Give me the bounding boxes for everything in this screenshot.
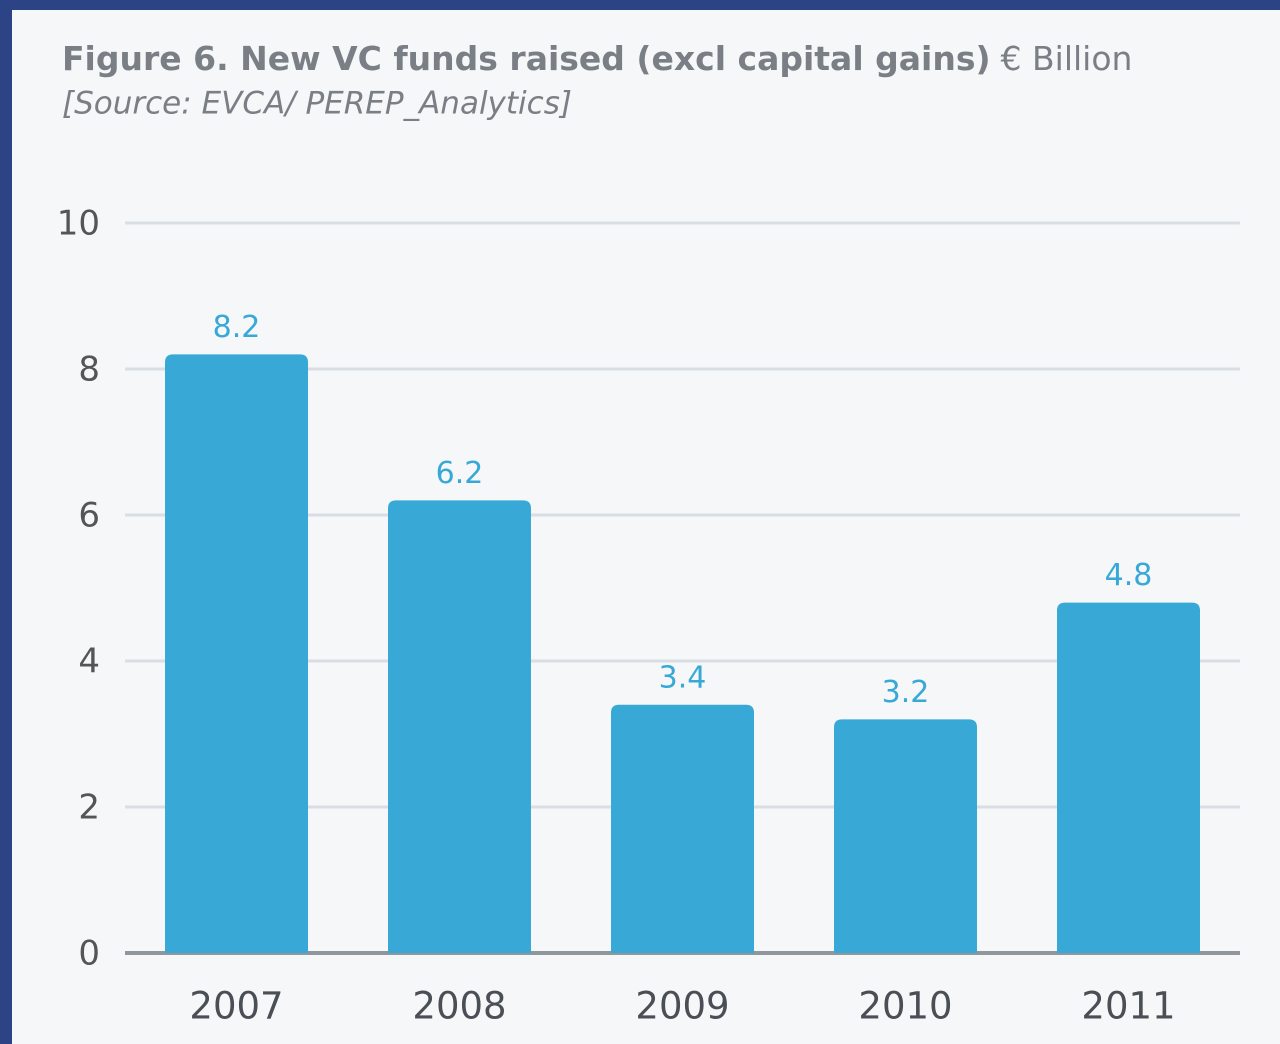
y-tick-label: 8: [78, 350, 100, 390]
x-tick-label: 2008: [412, 985, 506, 1028]
data-label: 6.2: [436, 456, 484, 491]
y-tick-label: 0: [78, 934, 100, 974]
x-tick-label: 2007: [189, 985, 283, 1028]
title-main: Figure 6. New VC funds raised (excl capi…: [62, 39, 991, 78]
bar: [388, 500, 531, 953]
data-label: 3.4: [659, 660, 707, 695]
bar: [611, 704, 754, 953]
chart-title: Figure 6. New VC funds raised (excl capi…: [62, 39, 1132, 78]
data-label: 4.8: [1105, 558, 1153, 593]
y-tick-label: 6: [78, 496, 100, 536]
chart-subtitle: [Source: EVCA/ PEREP_Analytics]: [62, 86, 572, 122]
x-tick-label: 2011: [1081, 985, 1175, 1028]
title-unit: € Billion: [1001, 39, 1133, 78]
bar: [1057, 602, 1200, 953]
y-tick-label: 4: [78, 642, 100, 682]
data-label: 3.2: [882, 675, 930, 710]
bar: [834, 719, 977, 953]
y-tick-label: 10: [57, 204, 100, 244]
x-tick-label: 2010: [858, 985, 952, 1028]
data-label: 8.2: [213, 310, 261, 345]
y-tick-label: 2: [78, 788, 100, 828]
x-tick-label: 2009: [635, 985, 729, 1028]
bar: [165, 354, 308, 953]
